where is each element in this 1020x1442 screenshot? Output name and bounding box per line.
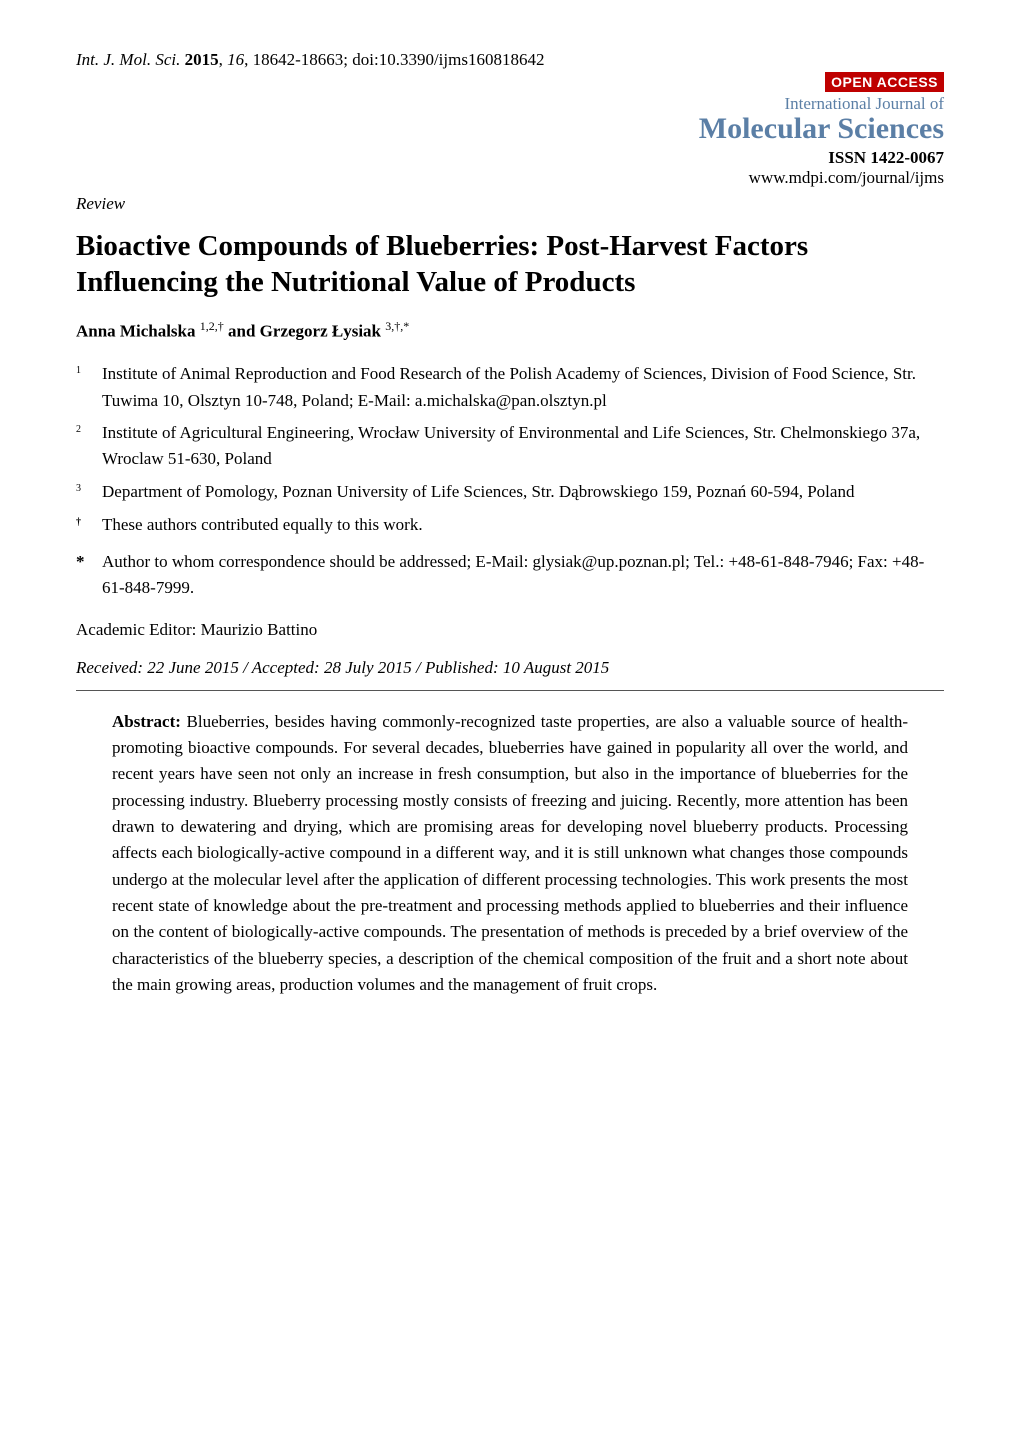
article-title: Bioactive Compounds of Blueberries: Post… — [76, 228, 944, 301]
year: 2015 — [185, 50, 219, 69]
affil-sup: 3 — [76, 483, 81, 494]
journal-url: www.mdpi.com/journal/ijms — [699, 168, 944, 188]
issn: ISSN 1422-0067 — [699, 148, 944, 168]
article-dates: Received: 22 June 2015 / Accepted: 28 Ju… — [76, 658, 944, 678]
author-sup: 1,2,† — [200, 319, 224, 333]
author-sup: 3,†,* — [385, 319, 409, 333]
journal-abbrev: Int. J. Mol. Sci. — [76, 50, 180, 69]
open-access-block: OPEN ACCESS International Journal of Mol… — [699, 72, 944, 188]
doi: doi:10.3390/ijms160818642 — [352, 50, 544, 69]
author-name: Grzegorz Łysiak — [260, 321, 386, 340]
affiliation-row: 3 Department of Pomology, Poznan Univers… — [76, 479, 944, 505]
correspondence-text: Author to whom correspondence should be … — [102, 549, 944, 602]
abstract-label: Abstract: — [112, 712, 181, 731]
abstract: Abstract: Blueberries, besides having co… — [76, 709, 944, 999]
journal-main-title: Molecular Sciences — [699, 112, 944, 146]
correspondence-row: * Author to whom correspondence should b… — [76, 549, 944, 602]
affiliations-block: 1 Institute of Animal Reproduction and F… — [76, 361, 944, 505]
pages: 18642-18663 — [253, 50, 344, 69]
separator-rule — [76, 690, 944, 691]
author-name: Anna Michalska — [76, 321, 200, 340]
affiliation-row: 2 Institute of Agricultural Engineering,… — [76, 420, 944, 473]
journal-super-title: International Journal of — [699, 94, 944, 114]
correspondence-sup: * — [76, 549, 102, 602]
open-access-badge: OPEN ACCESS — [825, 72, 944, 92]
article-type: Review — [76, 194, 944, 214]
equal-contrib-text: These authors contributed equally to thi… — [102, 515, 423, 535]
equal-contrib-sup: † — [76, 517, 81, 528]
equal-contrib-row: † These authors contributed equally to t… — [76, 515, 944, 535]
affil-sup: 1 — [76, 365, 81, 376]
running-header: Int. J. Mol. Sci. 2015, 16, 18642-18663;… — [76, 50, 944, 70]
authors-line: Anna Michalska 1,2,† and Grzegorz Łysiak… — [76, 319, 944, 342]
affil-text: Institute of Animal Reproduction and Foo… — [102, 361, 944, 414]
header-comma: , — [219, 50, 228, 69]
author-connector: and — [224, 321, 260, 340]
academic-editor: Academic Editor: Maurizio Battino — [76, 620, 944, 640]
header-semi: ; — [343, 50, 352, 69]
affil-text: Department of Pomology, Poznan Universit… — [102, 479, 944, 505]
affil-sup: 2 — [76, 424, 81, 435]
abstract-body: Blueberries, besides having commonly-rec… — [112, 712, 908, 994]
affil-text: Institute of Agricultural Engineering, W… — [102, 420, 944, 473]
affiliation-row: 1 Institute of Animal Reproduction and F… — [76, 361, 944, 414]
volume: 16 — [227, 50, 244, 69]
header-comma2: , — [244, 50, 253, 69]
